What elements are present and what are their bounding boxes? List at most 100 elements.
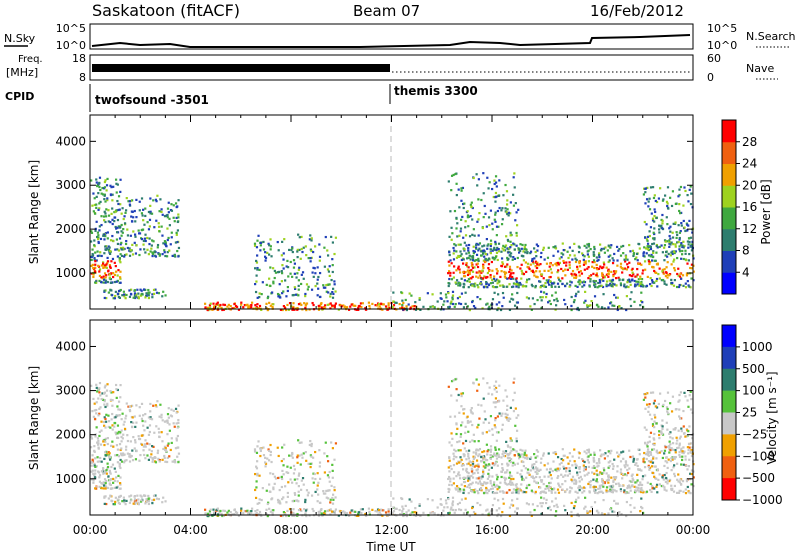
power-echo xyxy=(507,251,510,254)
power-echo xyxy=(498,179,501,182)
power-echo xyxy=(600,306,604,309)
power-echo xyxy=(325,290,328,293)
velocity-echo xyxy=(316,484,319,487)
power-echo xyxy=(571,269,575,273)
power-echo xyxy=(505,235,508,238)
power-echo xyxy=(616,308,619,312)
velocity-echo xyxy=(486,382,489,385)
power-echo xyxy=(163,249,166,252)
power-echo xyxy=(593,245,596,249)
velocity-echo xyxy=(482,472,485,475)
power-echo xyxy=(256,254,259,257)
power-echo xyxy=(611,257,614,260)
power-echo xyxy=(161,234,164,237)
velocity-echo xyxy=(256,472,259,475)
velocity-echo xyxy=(109,495,112,498)
velocity-echo xyxy=(487,448,490,452)
velocity-echo xyxy=(131,459,135,462)
velocity-echo xyxy=(556,467,560,470)
power-echo xyxy=(564,285,567,288)
velocity-echo xyxy=(584,496,587,499)
velocity-echo xyxy=(95,408,98,412)
power-echo xyxy=(473,266,476,269)
power-echo xyxy=(98,229,101,232)
power-echo xyxy=(497,293,500,296)
velocity-echo xyxy=(586,473,589,476)
power-echo xyxy=(153,251,156,254)
velocity-echo xyxy=(481,513,484,516)
velocity-echo xyxy=(677,400,680,403)
velocity-echo xyxy=(674,448,677,452)
velocity-echo xyxy=(265,508,268,511)
velocity-echo xyxy=(100,397,103,401)
power-echo xyxy=(103,194,106,197)
velocity-echo xyxy=(309,465,312,469)
velocity-echo xyxy=(147,416,151,419)
power-echo xyxy=(449,302,452,305)
power-echo xyxy=(557,263,560,266)
velocity-echo xyxy=(597,473,601,476)
power-echo xyxy=(312,303,315,307)
velocity-echo xyxy=(291,513,295,516)
power-echo xyxy=(469,283,473,287)
velocity-echo xyxy=(455,484,459,488)
power-echo xyxy=(505,271,508,274)
power-echo xyxy=(650,284,653,288)
velocity-echo xyxy=(250,512,253,515)
power-echo xyxy=(678,209,681,213)
velocity-echo xyxy=(455,388,458,391)
power-echo xyxy=(310,249,313,253)
power-echo xyxy=(231,307,234,310)
velocity-echo xyxy=(105,469,108,472)
power-echo xyxy=(267,253,271,256)
velocity-echo xyxy=(594,491,597,494)
velocity-echo xyxy=(123,427,127,431)
power-echo xyxy=(116,292,120,295)
velocity-echo xyxy=(93,409,96,412)
velocity-echo xyxy=(505,395,509,398)
velocity-echo xyxy=(538,476,541,479)
velocity-echo xyxy=(494,426,497,429)
power-echo xyxy=(281,240,284,243)
power-echo xyxy=(163,215,167,218)
velocity-echo xyxy=(557,482,560,485)
power-echo xyxy=(658,231,661,234)
power-echo xyxy=(592,259,596,262)
velocity-echo xyxy=(287,514,290,517)
velocity-echo xyxy=(640,483,644,487)
velocity-echo xyxy=(645,428,648,431)
power-echo xyxy=(439,292,442,295)
power-echo xyxy=(90,255,93,259)
power-echo xyxy=(93,244,96,247)
power-echo xyxy=(651,242,654,246)
power-echo xyxy=(486,259,489,262)
power-echo xyxy=(102,278,106,281)
velocity-echo xyxy=(639,510,642,513)
velocity-echo xyxy=(162,496,165,499)
velocity-echo xyxy=(468,514,471,518)
velocity-echo xyxy=(334,508,338,511)
velocity-echo xyxy=(613,476,616,479)
power-echo xyxy=(623,285,626,288)
power-echo xyxy=(662,198,665,201)
power-echo xyxy=(666,202,669,205)
velocity-echo xyxy=(305,459,308,462)
power-echo xyxy=(676,233,679,236)
power-echo xyxy=(333,280,336,283)
velocity-echo xyxy=(568,469,571,473)
velocity-echo xyxy=(240,509,243,512)
power-echo xyxy=(600,247,603,251)
velocity-echo xyxy=(255,480,258,483)
power-echo xyxy=(573,276,576,279)
velocity-echo xyxy=(93,402,96,405)
velocity-echo xyxy=(521,491,524,494)
power-echo xyxy=(392,300,395,303)
velocity-echo xyxy=(548,471,551,474)
power-echo xyxy=(629,250,632,253)
power-echo xyxy=(663,194,667,197)
velocity-echo xyxy=(318,477,322,480)
velocity-echo xyxy=(682,490,685,493)
velocity-echo xyxy=(240,507,243,510)
velocity-echo xyxy=(510,491,514,494)
velocity-echo xyxy=(493,481,496,484)
